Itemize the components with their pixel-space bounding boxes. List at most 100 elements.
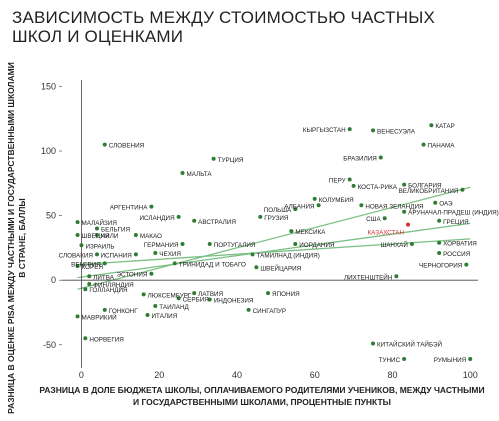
y-tick-label: 0 [51,275,56,285]
point-label: АЛБАНИЯ [284,203,315,210]
data-point [83,336,88,341]
data-point [429,123,434,128]
data-point [371,128,376,133]
data-point [347,177,352,182]
point-label: БОЛГАРИЯ [408,183,442,190]
data-point [437,251,442,256]
point-label: НОВАЯ ЗЕЛАНДИЯ [365,203,424,210]
point-label: ИСПАНИЯ [100,252,132,259]
data-point [402,182,407,187]
point-label: РОССИЯ [443,251,471,258]
data-point [102,142,107,147]
point-label: ТУНИС [379,357,401,364]
y-tick-label: 150 [41,81,56,91]
point-label: ГОЛЛАНДИЯ [89,287,128,294]
data-point [464,262,469,267]
point-label: ХОРВАТИЯ [443,241,477,248]
data-point [149,271,154,276]
point-label: КИТАЙСКИЙ ТАЙБЭЙ [377,339,443,348]
point-label: ЧЕХИЯ [159,251,181,258]
data-point [176,214,181,219]
point-label: АРУНАЧАЛ-ПРАДЕШ (ИНДИЯ) [408,210,499,217]
data-point [437,218,442,223]
point-label: КОРЕЯ [82,264,104,271]
point-label: ПОЛЬША [264,207,292,214]
x-tick-label: 0 [79,370,84,380]
x-tick-label: 20 [154,370,164,380]
x-axis-label: РАЗНИЦА В ДОЛЕ БЮДЖЕТА ШКОЛЫ, ОПЛАЧИВАЕМ… [39,385,484,407]
point-label: ЧИЛИ [101,233,119,240]
point-label: ИЗРАИЛЬ [85,243,114,250]
point-label: ИОРДАНИЯ [299,242,335,249]
trendlines [77,186,471,290]
x-tick-label: 80 [387,370,397,380]
data-point [468,356,473,361]
point-label: ИТАЛИЯ [152,313,178,320]
point-label: БЕЛЬГИЯ [101,227,131,234]
point-label: БРАЗИЛИЯ [343,155,377,162]
point-label: ФИНЛЯНДИЯ [93,282,134,289]
data-point [351,183,356,188]
point-label: КОСТА-РИКА [358,184,398,191]
data-point [316,203,321,208]
axis-label-line: В СТРАНЕ, БАЛЛЫ [17,198,27,278]
point-label: МАКАО [140,233,162,240]
axes [62,80,478,368]
data-point [133,252,138,257]
point-label: ТУРЦИЯ [218,157,244,164]
data-point [359,203,364,208]
point-label: ЭСТОНИЯ [116,272,147,279]
x-tick-label: 100 [463,370,478,380]
data-point [382,216,387,221]
data-point [402,209,407,214]
point-label: КАЗАХСТАН [368,230,405,237]
point-label: ПЕРУ [329,177,347,184]
point-label: ЛИТВА [93,274,114,281]
point-label: РУМЫНИЯ [434,357,467,364]
y-axis-label: РАЗНИЦА В ОЦЕНКЕ PISA МЕЖДУ ЧАСТНЫМИ И Г… [6,62,27,414]
data-point [75,232,80,237]
data-point [75,220,80,225]
data-point [141,292,146,297]
point-label: СИНГАПУР [253,308,286,315]
data-point [180,170,185,175]
chart-title: ЗАВИСИМОСТЬ МЕЖДУ СТОИМОСТЬЮ ЧАСТНЫХ ШКО… [12,8,436,46]
data-point [246,307,251,312]
data-point [293,242,298,247]
point-label: АВСТРАЛИЯ [198,219,236,226]
data-point [289,229,294,234]
data-point [87,274,92,279]
data-point [102,307,107,312]
point-label: ОАЭ [439,201,453,208]
point-label: ГРУЗИЯ [264,215,289,222]
data-point [79,243,84,248]
data-point [149,204,154,209]
data-point [83,287,88,292]
point-label: ИНДОНЕЗИЯ [214,298,254,305]
point-label: МЕКСИКА [295,229,326,236]
point-label: КОЛУМБИЯ [319,197,354,204]
data-point [312,196,317,201]
data-point [378,155,383,160]
data-point [437,240,442,245]
point-label: КАТАР [435,123,454,130]
data-point [347,127,352,132]
data-points [75,123,473,361]
point-label: ВЕНЕСУЭЛА [377,128,416,135]
point-label: ЧЕРНОГОРИЯ [419,263,463,270]
data-point [94,232,99,237]
data-point [207,297,212,302]
data-point [153,304,158,309]
trend-line [77,186,471,290]
data-point [258,214,263,219]
data-point [421,142,426,147]
data-point [102,261,107,266]
data-point [394,274,399,279]
data-point [254,265,259,270]
data-point [192,218,197,223]
data-point [94,252,99,257]
data-point [409,242,414,247]
data-point [153,251,158,256]
data-point [211,156,216,161]
